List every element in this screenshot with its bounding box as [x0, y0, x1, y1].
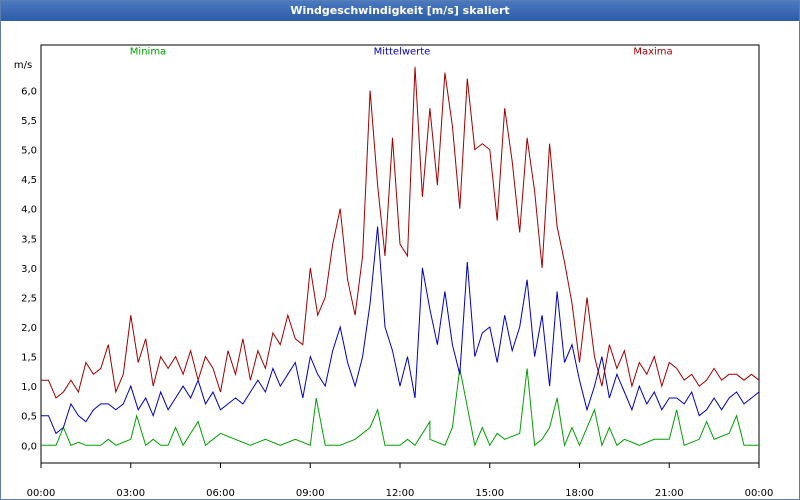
y-tick-label: 3,0: [21, 264, 37, 275]
y-axis-label: m/s: [14, 60, 32, 71]
y-tick-label: 1,0: [21, 382, 37, 393]
x-tick-time: 03:00: [116, 488, 145, 499]
x-tick-time: 00:00: [745, 488, 774, 499]
y-tick-label: 3,5: [21, 234, 37, 245]
plot-area: [40, 44, 760, 464]
y-tick-label: 5,0: [21, 146, 37, 157]
y-tick-label: 0,0: [21, 441, 37, 452]
y-tick-label: 4,5: [21, 175, 37, 186]
y-tick-label: 2,5: [21, 293, 37, 304]
y-tick-label: 5,5: [21, 116, 37, 127]
y-tick-label: 0,5: [21, 412, 37, 423]
series-line-mittelwerte: [41, 226, 760, 435]
legend-minima: Minima: [130, 47, 166, 58]
series-line-minima: [41, 368, 759, 448]
window-title: Windgeschwindigkeit [m/s] skaliert: [1, 1, 799, 21]
y-tick-label: 6,0: [21, 86, 37, 97]
labels: 0,0 0,5 1,0 1,5 2,0 2,5 3,0 3,5 4,0 4,5 5,0 5,5 6,0 m…: [14, 47, 774, 500]
y-tick-label: 1,5: [21, 353, 37, 364]
x-tick-time: 09:00: [296, 488, 325, 499]
x-tick-time: 18:00: [565, 488, 594, 499]
y-tick-label: 2,0: [21, 323, 37, 334]
series-line-maxima: [41, 66, 760, 399]
series-lines: [41, 66, 760, 448]
x-tick-time: 15:00: [475, 488, 504, 499]
wind-speed-chart: 0,0 0,5 1,0 1,5 2,0 2,5 3,0 3,5 4,0 4,5 5,0 5,5 6,0 m…: [14, 44, 774, 500]
x-tick-time: 12:00: [386, 488, 415, 499]
x-tick-time: 06:00: [206, 488, 235, 499]
legend-maxima: Maxima: [633, 47, 672, 58]
y-tick-label: 4,0: [21, 205, 37, 216]
legend-mittelwerte: Mittelwerte: [374, 47, 431, 58]
x-tick-time: 21:00: [655, 488, 684, 499]
x-tick-time: 00:00: [27, 488, 56, 499]
